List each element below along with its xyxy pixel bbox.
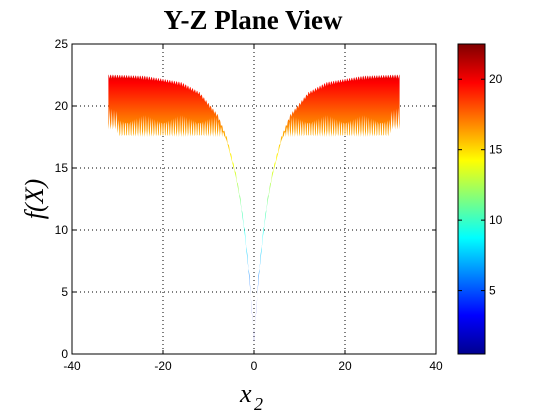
y-tick-label: 10 (55, 223, 69, 237)
y-tick-label: 5 (61, 285, 68, 299)
y-tick-label: 15 (55, 161, 69, 175)
y-axis-ticks: 0 5 10 15 20 25 (55, 37, 436, 361)
chart-title: Y-Z Plane View (163, 5, 343, 35)
x-axis-label-subscript: 2 (254, 394, 263, 414)
y-tick-label: 20 (55, 99, 69, 113)
x-tick-label: 20 (338, 359, 352, 373)
x-tick-label: 40 (429, 359, 443, 373)
colorbar-tick-label: 10 (489, 213, 503, 227)
colorbar-gradient (457, 43, 486, 355)
y-tick-label: 0 (61, 347, 68, 361)
x-tick-label: -20 (154, 359, 172, 373)
y-axis-label: f(X) (20, 179, 49, 219)
colorbar-tick-label: 15 (489, 143, 503, 157)
colorbar: 5 10 15 20 (457, 43, 503, 355)
colorbar-ticks: 5 10 15 20 (458, 72, 503, 298)
colorbar-tick-label: 20 (489, 72, 503, 86)
x-axis-label: x 2 (239, 379, 263, 414)
x-axis-ticks: -40 -20 0 20 40 (63, 44, 443, 373)
x-tick-label: -40 (63, 359, 81, 373)
y-tick-label: 25 (55, 37, 69, 51)
plot-area: -40 -20 0 20 40 0 5 10 15 20 25 (55, 37, 443, 373)
x-tick-label: 0 (251, 359, 258, 373)
colorbar-tick-label: 5 (489, 284, 496, 298)
x-axis-label-text: x (239, 379, 252, 408)
